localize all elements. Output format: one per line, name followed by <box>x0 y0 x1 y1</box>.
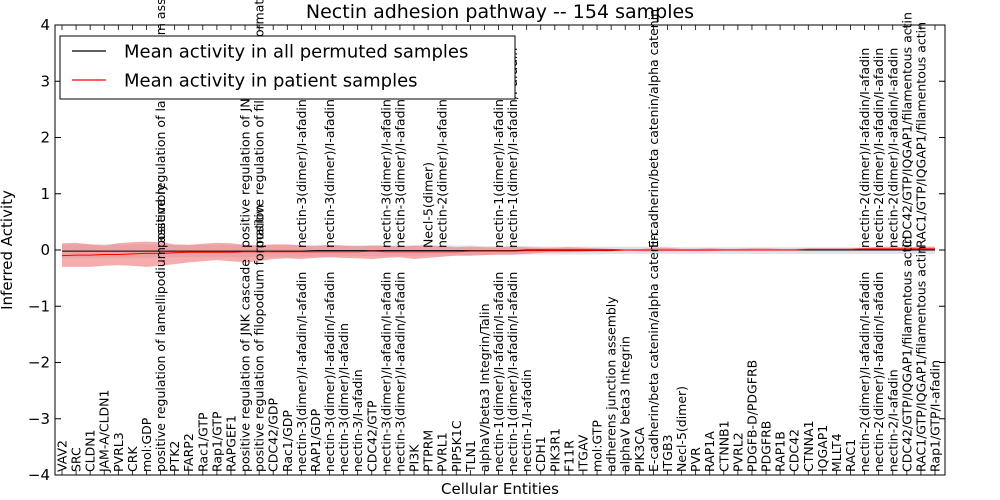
x-tick-label-top: Necl-5(dimer) <box>421 162 436 248</box>
y-tick-label: 1 <box>40 185 50 203</box>
x-tick-label: alphaV beta3 Integrin <box>618 336 633 472</box>
x-tick-label: Rac1/GDP <box>280 410 295 472</box>
legend-box <box>59 35 516 100</box>
x-tick-label: CLDN1 <box>83 429 98 472</box>
x-tick-label: RAPGEF1 <box>224 415 239 472</box>
x-tick-label: CRK <box>125 446 140 472</box>
y-axis-ticks: −4 −3 −2 −1 0 1 2 3 4 <box>28 16 945 484</box>
x-tick-label: CDC42/GTP/IQGAP1/filamentous actin <box>899 236 914 472</box>
x-tick-label: positive regulation of filopodium format… <box>252 205 267 472</box>
y-tick-label: 2 <box>40 129 50 147</box>
x-tick-label: nectin-3(dimer)/I-afadin/I-afadin <box>294 272 309 472</box>
x-tick-label: nectin-1(dimer)/I-afadin/I-afadin <box>505 272 520 472</box>
x-tick-label: PIK3CA <box>632 427 647 472</box>
x-tick-label: nectin-2(dimer)/I-afadin/I-afadin <box>871 272 886 472</box>
series-lines <box>61 248 935 257</box>
x-tick-label: CTNNB1 <box>716 420 731 472</box>
x-tick-label-top: nectin-2(dimer)/I-afadin/I-afadin <box>857 48 872 248</box>
x-tick-label: MLLT4 <box>829 433 844 472</box>
x-tick-label: RAP1A <box>702 431 717 472</box>
x-tick-labels: VAV2 SRC CLDN1 JAM-A/CLDN1 PVRL3 CRK mol:GDP po… <box>55 183 943 473</box>
x-tick-label-top: CDC42/GTP/IQGAP1/filamentous actin <box>899 12 914 248</box>
x-tick-label: PDGFB-D/PDGFRB <box>745 360 760 472</box>
x-tick-label: Rap1/GTP <box>209 411 224 472</box>
x-tick-label: PTPRM <box>421 430 436 472</box>
x-tick-label: FARP2 <box>181 433 196 472</box>
x-tick-label: E-cadherin/beta catenin/alpha catenin <box>646 233 661 472</box>
x-tick-label: CDH1 <box>533 436 548 472</box>
x-tick-label: PVRL2 <box>730 432 745 472</box>
x-tick-label: nectin-3(dimer)/I-afadin/I-afadin <box>378 272 393 472</box>
x-tick-label: IQGAP1 <box>815 425 830 472</box>
x-tick-label: PTK2 <box>167 441 182 472</box>
series-line-patient <box>61 248 935 257</box>
x-tick-label: CDC42/GDP <box>266 397 281 472</box>
x-tick-label: nectin-2/I-afadin <box>885 369 900 472</box>
x-tick-label: PIK3R1 <box>547 428 562 472</box>
x-tick-label: RAC1 <box>843 439 858 472</box>
x-tick-label: nectin-3(dimer)/I-afadin/I-afadin <box>322 272 337 472</box>
x-tick-label: VAV2 <box>55 440 70 472</box>
chart-title: Nectin adhesion pathway -- 154 samples <box>306 1 694 23</box>
x-tick-label: Necl-5(dimer) <box>674 386 689 472</box>
x-tick-label: CTNNA1 <box>801 420 816 472</box>
x-tick-label: PDGFRB <box>759 421 774 472</box>
legend: Mean activity in all permuted samples Me… <box>59 35 516 100</box>
x-tick-label: positive regulation of JNK cascade <box>238 259 253 472</box>
y-tick-label: −3 <box>28 410 50 428</box>
x-tick-label: ITGB3 <box>660 434 675 472</box>
x-tick-label: alphaV/beta3 Integrin/Talin <box>477 303 492 471</box>
x-tick-label: mol:GDP <box>139 417 154 472</box>
x-tick-label: SRC <box>69 447 84 472</box>
y-tick-label: 4 <box>40 16 50 34</box>
x-tick-label: RAC1/GTP/IQGAP1/filamentous actin <box>913 246 928 472</box>
x-tick-label: JAM-A/CLDN1 <box>97 390 112 473</box>
x-tick-label: PVR <box>688 447 703 472</box>
y-tick-label: 3 <box>40 72 50 90</box>
x-tick-label: ITGAV <box>576 434 591 472</box>
y-tick-label: 0 <box>40 241 50 259</box>
x-tick-label: adherens junction assembly <box>604 296 619 472</box>
x-tick-label: F11R <box>561 440 576 472</box>
x-tick-label: PI3K <box>407 444 422 472</box>
x-tick-label: positive regulation of lamellipodium ass… <box>153 183 168 472</box>
x-tick-label-top: RAC1/GTP/IQGAP1/filamentous actin <box>913 22 928 248</box>
x-tick-label: nectin-3(dimer)/I-afadin <box>336 323 351 472</box>
y-axis-label: Inferred Activity <box>0 190 16 310</box>
x-tick-label: nectin-3(dimer)/I-afadin/I-afadin <box>392 272 407 472</box>
legend-label-patient: Mean activity in patient samples <box>124 71 418 92</box>
x-tick-label: PIP5K1C <box>449 420 464 472</box>
band-patient <box>62 241 935 267</box>
y-tick-label: −2 <box>28 354 50 372</box>
x-tick-label: nectin-1(dimer)/I-afadin/I-afadin <box>491 272 506 472</box>
x-tick-label: nectin-1/I-afadin <box>519 369 534 472</box>
x-tick-label: Rap1/GTP/I-afadin <box>928 360 943 472</box>
x-tick-label: RAP1B <box>773 431 788 472</box>
legend-label-permuted: Mean activity in all permuted samples <box>124 42 468 63</box>
x-tick-label: RAP1/GDP <box>308 408 323 472</box>
x-tick-label-top: nectin-2(dimer)/I-afadin/I-afadin <box>885 48 900 248</box>
x-tick-label-top: E-cadherin/beta catenin/alpha catenin <box>646 9 661 248</box>
x-tick-label: CDC42 <box>787 429 802 472</box>
x-tick-label: nectin-2(dimer)/I-afadin/I-afadin <box>857 272 872 472</box>
x-tick-label: TLN1 <box>463 440 478 473</box>
x-tick-label: nectin-3/I-afadin <box>350 369 365 472</box>
x-tick-label: CDC42/GTP <box>364 400 379 472</box>
x-axis-label: Cellular Entities <box>441 480 559 498</box>
x-tick-label: mol:GTP <box>590 420 605 472</box>
x-tick-label: Rac1/GTP <box>195 412 210 472</box>
y-tick-label: −4 <box>28 466 50 484</box>
x-tick-label: PVRL3 <box>111 432 126 472</box>
y-tick-label: −1 <box>28 297 50 315</box>
x-axis-ticks <box>61 25 936 475</box>
x-tick-label: PVRL1 <box>435 432 450 472</box>
x-tick-label-top: nectin-2(dimer)/I-afadin/I-afadin <box>871 48 886 248</box>
